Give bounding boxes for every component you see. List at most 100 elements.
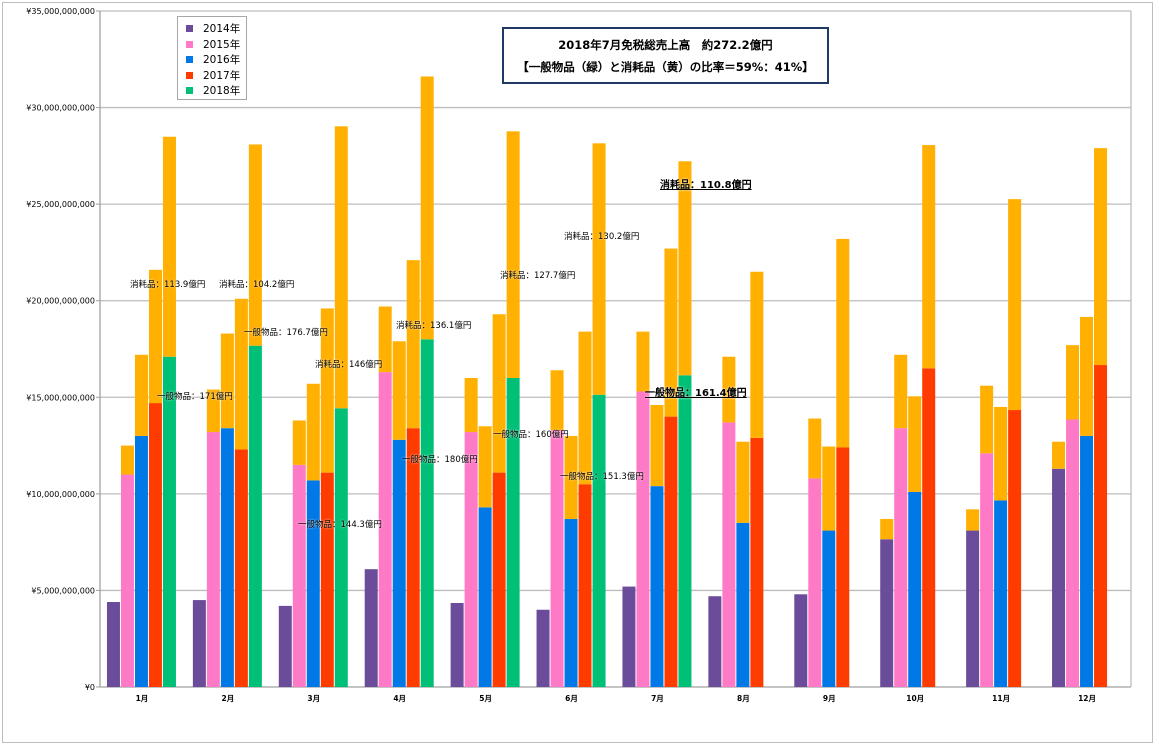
x-tick-label: 3月 — [307, 694, 320, 703]
bar-general-2016年-11月 — [994, 500, 1008, 687]
bar-general-2014年-11月 — [966, 530, 980, 687]
bar-consumables-2015年-10月 — [894, 354, 908, 429]
legend-swatch — [186, 40, 193, 48]
annotation-general-2月: 一般物品：176.7億円 — [244, 328, 328, 338]
y-tick-label: ¥35,000,000,000 — [26, 7, 95, 16]
y-tick-label: ¥20,000,000,000 — [26, 297, 95, 306]
bar-general-2015年-7月 — [636, 391, 650, 687]
bar-general-2016年-9月 — [822, 530, 836, 687]
bar-general-2018年-4月 — [420, 339, 434, 687]
bar-general-2014年-2月 — [192, 600, 206, 687]
bar-general-2015年-9月 — [808, 478, 822, 687]
bar-consumables-2016年-5月 — [478, 426, 492, 508]
bar-consumables-2015年-8月 — [722, 356, 736, 423]
bar-general-2014年-8月 — [708, 596, 722, 687]
x-tick-label: 6月 — [565, 694, 578, 703]
legend-swatch — [186, 56, 193, 64]
bar-general-2015年-1月 — [120, 474, 134, 687]
bar-general-2014年-9月 — [794, 594, 808, 687]
legend-label: 2015年 — [203, 38, 241, 51]
x-tick-label: 8月 — [737, 694, 750, 703]
y-tick-label: ¥5,000,000,000 — [31, 586, 95, 595]
bar-general-2017年-4月 — [406, 428, 420, 687]
bar-consumables-2014年-11月 — [966, 509, 980, 531]
chart-subtitle: 【一般物品（緑）と消耗品（黄）の比率＝59%：41%】 — [517, 60, 814, 74]
bar-general-2016年-6月 — [564, 518, 578, 687]
bar-general-2016年-2月 — [220, 428, 234, 687]
bar-general-2015年-2月 — [206, 432, 220, 687]
bar-consumables-2017年-2月 — [234, 298, 248, 450]
bar-general-2015年-11月 — [980, 453, 994, 687]
x-tick-label: 7月 — [651, 694, 664, 703]
bar-general-2017年-1月 — [148, 403, 162, 687]
bar-consumables-2016年-11月 — [994, 406, 1008, 501]
bar-consumables-2017年-12月 — [1094, 148, 1108, 366]
bar-general-2015年-6月 — [550, 430, 564, 687]
x-tick-label: 11月 — [992, 694, 1010, 703]
bar-consumables-2015年-1月 — [120, 445, 134, 475]
x-tick-label: 4月 — [393, 694, 406, 703]
bar-consumables-2018年-5月 — [506, 131, 520, 378]
legend-swatch — [186, 87, 193, 95]
bar-general-2016年-12月 — [1080, 435, 1094, 687]
bar-consumables-2017年-1月 — [148, 269, 162, 404]
bar-consumables-2016年-2月 — [220, 333, 234, 429]
bar-consumables-2017年-9月 — [836, 238, 850, 448]
bar-general-2016年-3月 — [306, 480, 320, 687]
annotation-general-4月: 一般物品：180億円 — [402, 455, 478, 465]
annotation-general-3月: 一般物品：144.3億円 — [298, 520, 382, 530]
bar-consumables-2016年-12月 — [1080, 316, 1094, 436]
bar-consumables-2016年-4月 — [392, 341, 406, 440]
bar-general-2014年-4月 — [364, 569, 378, 687]
bar-general-2014年-5月 — [450, 602, 464, 687]
bar-general-2015年-5月 — [464, 432, 478, 687]
bar-consumables-2017年-4月 — [406, 260, 420, 429]
bar-general-2018年-7月 — [678, 375, 692, 687]
bar-consumables-2017年-7月 — [664, 248, 678, 417]
bar-general-2017年-3月 — [320, 472, 334, 687]
bar-consumables-2016年-10月 — [908, 396, 922, 492]
x-tick-label: 5月 — [479, 694, 492, 703]
bar-general-2014年-3月 — [278, 605, 292, 687]
bar-general-2018年-3月 — [334, 408, 348, 687]
x-tick-label: 1月 — [136, 694, 149, 703]
x-tick-label: 2月 — [222, 694, 235, 703]
annotation-consumables-7月: 消耗品：110.8億円 — [660, 180, 752, 191]
bar-consumables-2015年-9月 — [808, 418, 822, 479]
legend-item-2014: 2014年 — [186, 21, 246, 37]
bar-consumables-2015年-7月 — [636, 331, 650, 392]
chart-title-box: 2018年7月免税総売上高 約272.2億円 【一般物品（緑）と消耗品（黄）の比… — [502, 27, 829, 84]
bar-general-2014年-7月 — [622, 586, 636, 687]
bar-consumables-2015年-5月 — [464, 377, 478, 433]
legend-label: 2017年 — [203, 69, 241, 82]
x-tick-label: 9月 — [823, 694, 836, 703]
bar-consumables-2016年-9月 — [822, 446, 836, 531]
bar-consumables-2015年-11月 — [980, 385, 994, 454]
bar-general-2016年-1月 — [134, 435, 148, 687]
bar-general-2018年-5月 — [506, 377, 520, 687]
bar-general-2016年-8月 — [736, 522, 750, 687]
bar-consumables-2017年-11月 — [1008, 199, 1022, 411]
bar-consumables-2014年-10月 — [880, 518, 894, 540]
bar-consumables-2017年-10月 — [922, 145, 936, 369]
bar-general-2014年-12月 — [1052, 468, 1066, 687]
bar-general-2014年-10月 — [880, 539, 894, 687]
bar-general-2015年-10月 — [894, 428, 908, 687]
bar-general-2017年-11月 — [1008, 410, 1022, 687]
annotation-consumables-5月: 消耗品：127.7億円 — [500, 271, 576, 281]
annotation-consumables-3月: 消耗品：146億円 — [315, 360, 383, 370]
bar-general-2016年-5月 — [478, 507, 492, 687]
legend-item-2016: 2016年 — [186, 52, 246, 68]
x-tick-label: 10月 — [906, 694, 924, 703]
y-tick-label: ¥30,000,000,000 — [26, 104, 95, 113]
bar-general-2017年-6月 — [578, 484, 592, 687]
legend-label: 2014年 — [203, 23, 241, 36]
bar-consumables-2015年-6月 — [550, 370, 564, 431]
bar-consumables-2017年-3月 — [320, 308, 334, 473]
bar-consumables-2018年-6月 — [592, 143, 606, 395]
bar-consumables-2014年-12月 — [1052, 441, 1066, 469]
legend-swatch — [186, 25, 193, 33]
bar-general-2014年-6月 — [536, 609, 550, 687]
